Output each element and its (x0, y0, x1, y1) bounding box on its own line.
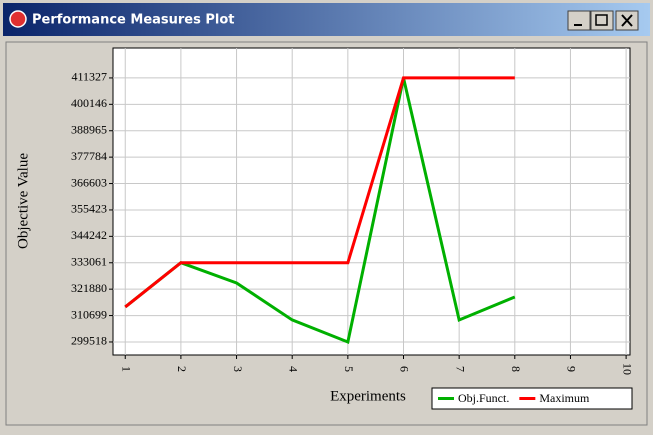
series-line (124, 77, 516, 345)
minimize-button[interactable] (567, 10, 591, 31)
y-tick-label: 333061 (71, 255, 107, 269)
x-tick-label: 6 (398, 366, 412, 372)
x-tick-label: 10 (620, 363, 634, 375)
maximize-button[interactable] (590, 10, 614, 31)
y-tick-label: 299518 (71, 334, 107, 348)
y-tick-label: 310699 (71, 307, 107, 321)
series-line (124, 76, 515, 309)
y-tick-label: 355423 (71, 202, 107, 216)
close-glyph (621, 14, 633, 27)
x-tick-label: 7 (453, 366, 467, 372)
window-buttons (567, 10, 639, 31)
x-axis-label: Experiments (330, 388, 406, 404)
legend-label: Obj.Funct. (458, 391, 509, 405)
y-tick-label: 366603 (71, 175, 107, 189)
legend-label: Maximum (539, 391, 590, 405)
y-tick-label: 400146 (71, 96, 107, 110)
app-icon (9, 10, 27, 28)
chart-panel (5, 41, 648, 426)
window-title: Performance Measures Plot (32, 13, 235, 28)
y-tick-label: 411327 (71, 70, 107, 84)
y-tick-label: 321880 (71, 281, 107, 295)
y-axis-label: Objective Value (15, 153, 31, 249)
y-tick-label: 377784 (71, 149, 107, 163)
x-tick-label: 9 (565, 366, 579, 372)
y-tick-label: 388965 (71, 122, 107, 136)
title-bar (3, 3, 650, 36)
y-tick-label: 344242 (71, 228, 107, 242)
maximize-glyph (595, 14, 608, 26)
x-tick-label: 8 (509, 366, 523, 372)
plot-area (112, 47, 631, 356)
x-tick-label: 1 (119, 366, 133, 372)
x-tick-label: 5 (342, 366, 356, 372)
x-tick-label: 4 (286, 366, 300, 372)
x-tick-label: 2 (175, 366, 189, 372)
x-tick-label: 3 (231, 366, 245, 372)
